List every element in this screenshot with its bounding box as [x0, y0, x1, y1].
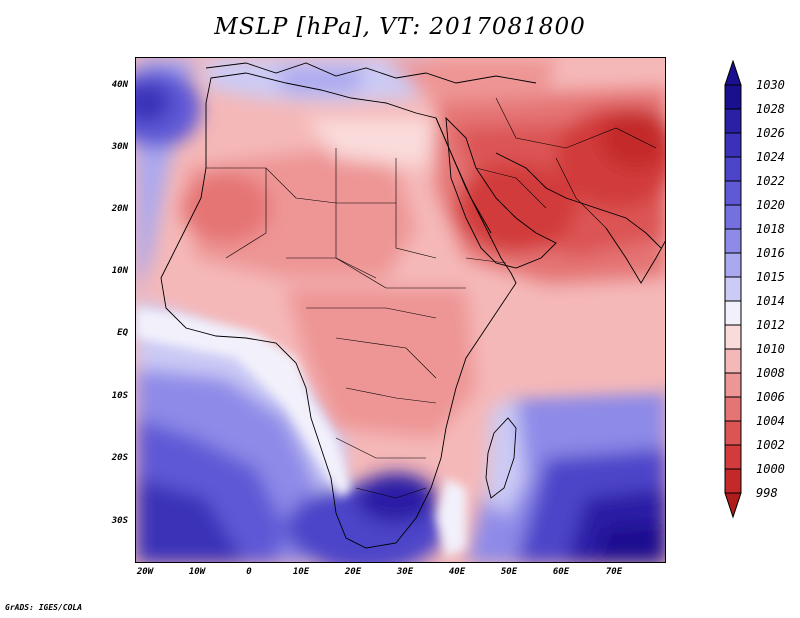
lat-label-30n: 30N	[111, 142, 128, 152]
colorbar-label: 1010	[756, 342, 785, 356]
colorbar-label: 1026	[756, 126, 785, 140]
colorbar-label: 1030	[756, 78, 785, 92]
colorbar-cell	[724, 444, 742, 470]
colorbar-cell	[724, 204, 742, 230]
colorbar-label: 1024	[756, 150, 785, 164]
colorbar-label: 1015	[756, 270, 785, 284]
lon-label-30e: 30E	[396, 567, 414, 577]
colorbar-cell	[724, 348, 742, 374]
colorbar-cell	[724, 252, 742, 278]
colorbar-cell	[724, 156, 742, 182]
colorbar-top-arrow	[724, 60, 742, 86]
colorbar-label: 1022	[756, 174, 785, 188]
colorbar-label: 1018	[756, 222, 785, 236]
colorbar-graphic	[724, 60, 742, 519]
lon-label-70e: 70E	[605, 567, 623, 577]
lon-label-20e: 20E	[344, 567, 362, 577]
colorbar-label: 1000	[756, 462, 785, 476]
low-pressure-field	[181, 58, 665, 438]
colorbar-cell	[724, 84, 742, 110]
lon-label-10e: 10E	[292, 567, 310, 577]
colorbar-cell	[724, 300, 742, 326]
colorbar-cell	[724, 228, 742, 254]
colorbar-label: 1014	[756, 294, 785, 308]
lat-label-eq: EQ	[117, 328, 128, 338]
colorbar-cell	[724, 468, 742, 494]
lat-label-20s: 20S	[111, 453, 128, 463]
colorbar-cell	[724, 420, 742, 446]
colorbar-cell	[724, 324, 742, 350]
credit-text: GrADS: IGES/COLA	[5, 603, 83, 612]
country-borders	[206, 97, 657, 499]
lat-label-10s: 10S	[111, 391, 128, 401]
lon-label-0: 0	[246, 567, 252, 577]
colorbar-label: 1028	[756, 102, 785, 116]
mid-pressure-band	[136, 308, 466, 558]
lon-label-60e: 60E	[552, 567, 570, 577]
lat-label-30s: 30S	[111, 516, 128, 526]
colorbar-label: 1006	[756, 390, 785, 404]
colorbar-cell	[724, 372, 742, 398]
lat-label-40n: 40N	[111, 80, 128, 90]
colorbar-cell	[724, 132, 742, 158]
colorbar-label: 1016	[756, 246, 785, 260]
colorbar-bottom-arrow	[724, 492, 742, 519]
lon-label-20w: 20W	[136, 567, 154, 577]
high-pressure-field	[136, 58, 665, 562]
colorbar-label: 1008	[756, 366, 785, 380]
lon-label-50e: 50E	[500, 567, 518, 577]
lat-label-10n: 10N	[111, 266, 128, 276]
colorbar-label: 1020	[756, 198, 785, 212]
colorbar-label: 1004	[756, 414, 785, 428]
map-title: MSLP [hPa], VT: 2017081800	[214, 14, 586, 40]
colorbar-cell	[724, 108, 742, 134]
colorbar-label: 998	[756, 486, 778, 500]
lat-label-20n: 20N	[111, 204, 128, 214]
colorbar-cell	[724, 276, 742, 302]
colorbar-label: 1002	[756, 438, 785, 452]
lon-label-40e: 40E	[448, 567, 466, 577]
map-canvas	[136, 58, 665, 562]
mslp-map[interactable]	[135, 57, 666, 563]
colorbar-cell	[724, 180, 742, 206]
lon-label-10w: 10W	[188, 567, 206, 577]
colorbar-label: 1012	[756, 318, 785, 332]
colorbar-cell	[724, 396, 742, 422]
